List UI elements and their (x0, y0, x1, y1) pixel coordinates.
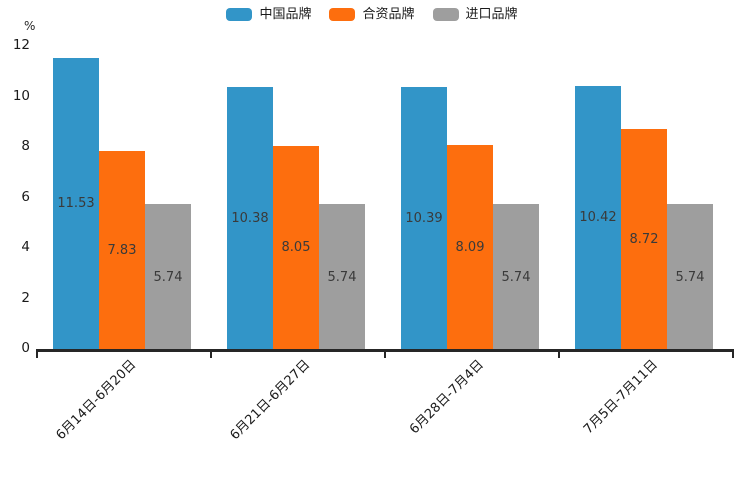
bar (273, 145, 319, 349)
x-tick-label: 6月14日-6月20日 (53, 357, 139, 444)
bar (99, 151, 145, 349)
y-tick-label: 8 (21, 138, 30, 154)
y-tick-label: 10 (12, 87, 30, 104)
bar (401, 86, 447, 349)
bar-value-label: 5.74 (327, 269, 357, 285)
bar-value-label: 11.53 (57, 196, 95, 212)
x-axis-tick (558, 352, 560, 358)
legend-item: 合资品牌 (329, 7, 415, 22)
bar-value-label: 8.05 (281, 240, 311, 256)
bar-value-label: 10.38 (231, 210, 269, 226)
bar (319, 204, 365, 349)
x-axis-line (36, 349, 734, 352)
bar-value-label: 8.09 (455, 239, 485, 255)
bar-value-label: 8.72 (629, 231, 659, 247)
y-tick-label: 12 (12, 37, 30, 53)
x-axis-tick (210, 352, 212, 358)
legend-label: 进口品牌 (465, 7, 518, 22)
legend-item: 中国品牌 (226, 8, 311, 21)
legend-swatch (226, 8, 253, 21)
x-axis-tick (384, 352, 386, 358)
bar-value-label: 5.74 (153, 269, 183, 285)
bar-value-label: 10.39 (405, 210, 443, 226)
bar-value-label: 5.74 (501, 269, 531, 285)
x-tick-label: 6月21日-6月27日 (227, 357, 313, 444)
legend: 中国品牌 合资品牌 进口品牌 (0, 8, 744, 21)
legend-label: 中国品牌 (259, 7, 312, 22)
bar (145, 204, 191, 349)
x-tick-label: 7月5日-7月11日 (580, 357, 661, 438)
bar (575, 85, 621, 349)
bar (227, 86, 273, 349)
x-tick-label: 6月28日-7月4日 (406, 357, 487, 438)
y-tick-label: 0 (21, 340, 30, 356)
bar-value-label: 10.42 (579, 210, 617, 226)
legend-swatch (432, 8, 459, 21)
bar (621, 128, 667, 349)
y-tick-label: 6 (21, 188, 30, 205)
legend-label: 合资品牌 (362, 7, 415, 22)
x-axis-tick (36, 352, 38, 358)
y-tick-label: 2 (21, 289, 30, 306)
bar (53, 57, 99, 349)
legend-swatch (329, 8, 356, 21)
bar-value-label: 5.74 (675, 269, 705, 285)
bar (493, 204, 539, 349)
legend-item: 进口品牌 (432, 7, 518, 22)
x-axis-tick (732, 352, 734, 358)
y-axis-unit-label: % (24, 19, 36, 33)
bar-value-label: 7.83 (107, 243, 137, 259)
bar (667, 204, 713, 349)
y-tick-label: 4 (21, 239, 30, 255)
bar (447, 144, 493, 349)
